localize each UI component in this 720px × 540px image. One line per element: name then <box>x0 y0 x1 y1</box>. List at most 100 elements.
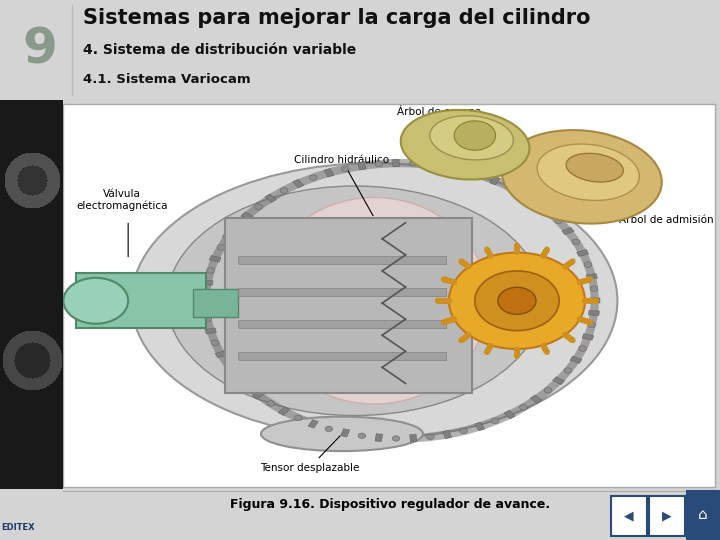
Bar <box>222 233 235 240</box>
Bar <box>410 434 417 442</box>
Bar <box>341 429 350 437</box>
Bar <box>293 179 304 188</box>
Ellipse shape <box>430 116 513 160</box>
FancyArrowPatch shape <box>438 300 449 301</box>
Circle shape <box>491 418 499 424</box>
Bar <box>552 377 564 384</box>
Bar <box>241 212 253 220</box>
Circle shape <box>217 245 225 250</box>
Text: 4. Sistema de distribución variable: 4. Sistema de distribución variable <box>83 43 356 57</box>
Circle shape <box>63 278 128 324</box>
Text: Árbol de escape: Árbol de escape <box>397 105 481 152</box>
Text: 9: 9 <box>22 26 57 74</box>
Bar <box>531 395 542 403</box>
Text: ▶: ▶ <box>662 509 672 522</box>
Bar <box>586 274 598 279</box>
Bar <box>474 422 485 431</box>
Circle shape <box>310 175 317 180</box>
FancyArrowPatch shape <box>580 279 590 282</box>
Bar <box>504 410 516 419</box>
Circle shape <box>584 262 592 267</box>
Text: Sistemas para mejorar la carga del cilindro: Sistemas para mejorar la carga del cilin… <box>83 8 590 28</box>
Circle shape <box>426 434 434 440</box>
Bar <box>265 194 276 202</box>
Circle shape <box>375 161 383 167</box>
FancyArrowPatch shape <box>444 319 454 322</box>
Text: Válvula
electromagnética: Válvula electromagnética <box>76 189 168 211</box>
Circle shape <box>505 184 513 190</box>
FancyBboxPatch shape <box>0 100 63 489</box>
Bar <box>238 320 446 328</box>
Circle shape <box>532 200 540 205</box>
Circle shape <box>325 426 333 431</box>
Text: ⌂: ⌂ <box>698 508 708 522</box>
Circle shape <box>564 368 572 373</box>
Circle shape <box>341 166 349 172</box>
Bar <box>193 289 238 317</box>
Bar <box>76 273 206 328</box>
Circle shape <box>520 404 527 410</box>
FancyArrowPatch shape <box>543 346 547 352</box>
Circle shape <box>410 160 417 166</box>
Bar <box>210 255 221 262</box>
Circle shape <box>233 223 241 228</box>
Circle shape <box>579 346 587 351</box>
Text: EDITEX: EDITEX <box>1 523 35 532</box>
Bar <box>238 256 446 264</box>
Bar <box>443 430 451 438</box>
Circle shape <box>280 188 288 193</box>
Bar <box>490 176 500 185</box>
Ellipse shape <box>167 186 543 416</box>
Bar <box>238 352 446 361</box>
Bar <box>278 407 289 415</box>
Bar <box>518 190 529 199</box>
Bar <box>202 280 213 285</box>
Text: Árbol de admisión: Árbol de admisión <box>572 200 714 225</box>
Circle shape <box>267 401 274 406</box>
Bar <box>358 162 366 170</box>
Ellipse shape <box>502 130 662 224</box>
Text: ◀: ◀ <box>624 509 634 522</box>
Bar <box>324 168 334 177</box>
Text: Cilindro hidráulico: Cilindro hidráulico <box>294 155 390 216</box>
Circle shape <box>554 218 562 224</box>
FancyArrowPatch shape <box>565 335 573 340</box>
Text: Tensor desplazable: Tensor desplazable <box>260 436 359 472</box>
Bar <box>582 334 594 340</box>
Circle shape <box>294 415 302 421</box>
Bar <box>590 299 600 303</box>
Bar <box>426 161 434 168</box>
Circle shape <box>476 172 484 178</box>
FancyArrowPatch shape <box>444 279 454 282</box>
Circle shape <box>460 428 467 434</box>
Bar <box>588 310 600 315</box>
Ellipse shape <box>401 110 529 179</box>
Ellipse shape <box>261 417 423 451</box>
Bar <box>570 356 582 363</box>
Bar <box>459 166 469 175</box>
FancyArrowPatch shape <box>565 261 573 267</box>
FancyArrowPatch shape <box>461 335 469 340</box>
Circle shape <box>588 322 595 328</box>
Circle shape <box>449 253 585 349</box>
FancyArrowPatch shape <box>487 346 491 352</box>
Circle shape <box>572 239 580 245</box>
Bar <box>562 227 574 235</box>
Circle shape <box>591 298 598 303</box>
FancyArrowPatch shape <box>543 249 547 256</box>
FancyArrowPatch shape <box>487 249 491 256</box>
Circle shape <box>590 286 598 292</box>
FancyBboxPatch shape <box>63 104 715 487</box>
Circle shape <box>498 287 536 314</box>
Ellipse shape <box>566 153 624 182</box>
Circle shape <box>202 292 210 298</box>
Bar <box>542 207 554 215</box>
Circle shape <box>444 164 451 170</box>
Bar <box>308 420 318 428</box>
Bar <box>238 288 446 296</box>
Ellipse shape <box>537 144 639 200</box>
FancyArrowPatch shape <box>461 261 469 267</box>
Circle shape <box>207 268 215 273</box>
Circle shape <box>392 436 400 441</box>
Text: 4.1. Sistema Variocam: 4.1. Sistema Variocam <box>83 73 251 86</box>
